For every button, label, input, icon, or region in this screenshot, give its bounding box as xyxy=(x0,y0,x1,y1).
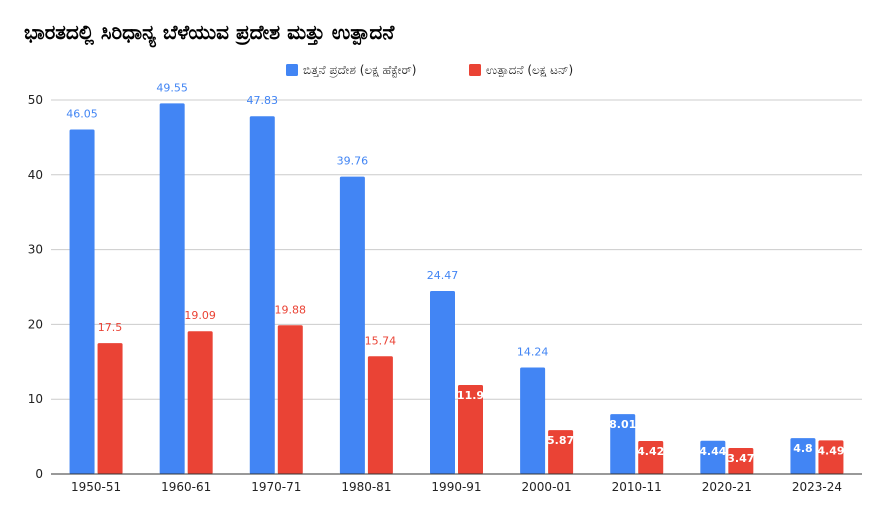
gridlines xyxy=(51,99,862,400)
data-label: 19.09 xyxy=(184,309,216,322)
bar-production xyxy=(97,343,123,474)
legend-label: ಬಿತ್ತನೆ ಪ್ರದೇಶ (ಲಕ್ಷ ಹೆಕ್ಟೇರ್) xyxy=(303,63,416,78)
data-label: 14.24 xyxy=(517,345,549,358)
x-axis: 1950-51 1960-61 1970-71 1980-81 1990-91 2000-… xyxy=(51,473,862,494)
x-tick-label: 1970-71 xyxy=(251,480,301,494)
bar-area xyxy=(69,129,95,474)
bar-area xyxy=(159,103,185,474)
data-label: 4.49 xyxy=(817,444,844,457)
x-tick-label: 2000-01 xyxy=(522,480,572,494)
y-tick-label: 10 xyxy=(28,392,43,406)
data-labels: 46.05 17.5 49.55 19.09 47.83 19.88 39.76 15.74 2… xyxy=(66,81,844,465)
data-label: 8.01 xyxy=(609,418,636,431)
y-tick-label: 0 xyxy=(35,467,43,481)
data-label: 15.74 xyxy=(365,334,397,347)
legend: ಬಿತ್ತನೆ ಪ್ರದೇಶ (ಲಕ್ಷ ಹೆಕ್ಟೇರ್) ಉತ್ಪಾದನೆ (… xyxy=(286,63,573,78)
bars xyxy=(69,103,844,474)
data-label: 47.83 xyxy=(247,94,279,107)
x-tick-label: 1960-61 xyxy=(161,480,211,494)
y-tick-label: 30 xyxy=(28,243,43,257)
legend-swatch xyxy=(469,64,481,76)
data-label: 4.8 xyxy=(793,442,813,455)
bar-area xyxy=(700,440,726,474)
data-label: 4.44 xyxy=(699,445,726,458)
y-axis: 0 10 20 30 40 50 xyxy=(28,93,43,481)
bar-production xyxy=(277,325,303,474)
bar-production xyxy=(548,430,574,474)
legend-label: ಉತ್ಪಾದನೆ (ಲಕ್ಷ ಟನ್) xyxy=(486,63,573,78)
legend-swatch xyxy=(286,64,298,76)
x-tick-label: 1950-51 xyxy=(71,480,121,494)
bar-area xyxy=(339,176,365,474)
bar-area xyxy=(249,116,275,474)
bar-production xyxy=(187,331,213,474)
data-label: 19.88 xyxy=(275,303,307,316)
data-label: 49.55 xyxy=(156,81,188,94)
y-tick-label: 40 xyxy=(28,168,43,182)
data-label: 39.76 xyxy=(337,155,369,168)
bar-area xyxy=(430,290,455,474)
bar-production xyxy=(818,440,844,474)
data-label: 46.05 xyxy=(66,108,98,121)
bar-area xyxy=(520,367,546,474)
bar-production xyxy=(367,356,393,474)
x-tick-label: 2020-21 xyxy=(702,480,752,494)
y-tick-label: 50 xyxy=(28,93,43,107)
y-tick-label: 20 xyxy=(28,317,43,331)
chart-title: ಭಾರತದಲ್ಲಿ ಸಿರಿಧಾನ್ಯ ಬೆಳೆಯುವ ಪ್ರದೇಶ ಮತ್ತು… xyxy=(24,20,395,44)
x-tick-label: 2023-24 xyxy=(792,480,842,494)
data-label: 24.47 xyxy=(427,269,459,282)
data-label: 5.87 xyxy=(547,434,574,447)
data-label: 3.47 xyxy=(727,452,754,465)
bar-production xyxy=(728,448,754,474)
data-label: 11.9 xyxy=(457,389,484,402)
bar-production xyxy=(458,384,483,474)
x-tick-label: 1980-81 xyxy=(341,480,391,494)
bar-production xyxy=(638,440,664,474)
x-tick-label: 1990-91 xyxy=(431,480,481,494)
bar-area xyxy=(790,438,816,474)
data-label: 4.42 xyxy=(637,445,664,458)
data-label: 17.5 xyxy=(98,321,123,334)
bar-area xyxy=(610,414,636,474)
x-tick-label: 2010-11 xyxy=(612,480,662,494)
